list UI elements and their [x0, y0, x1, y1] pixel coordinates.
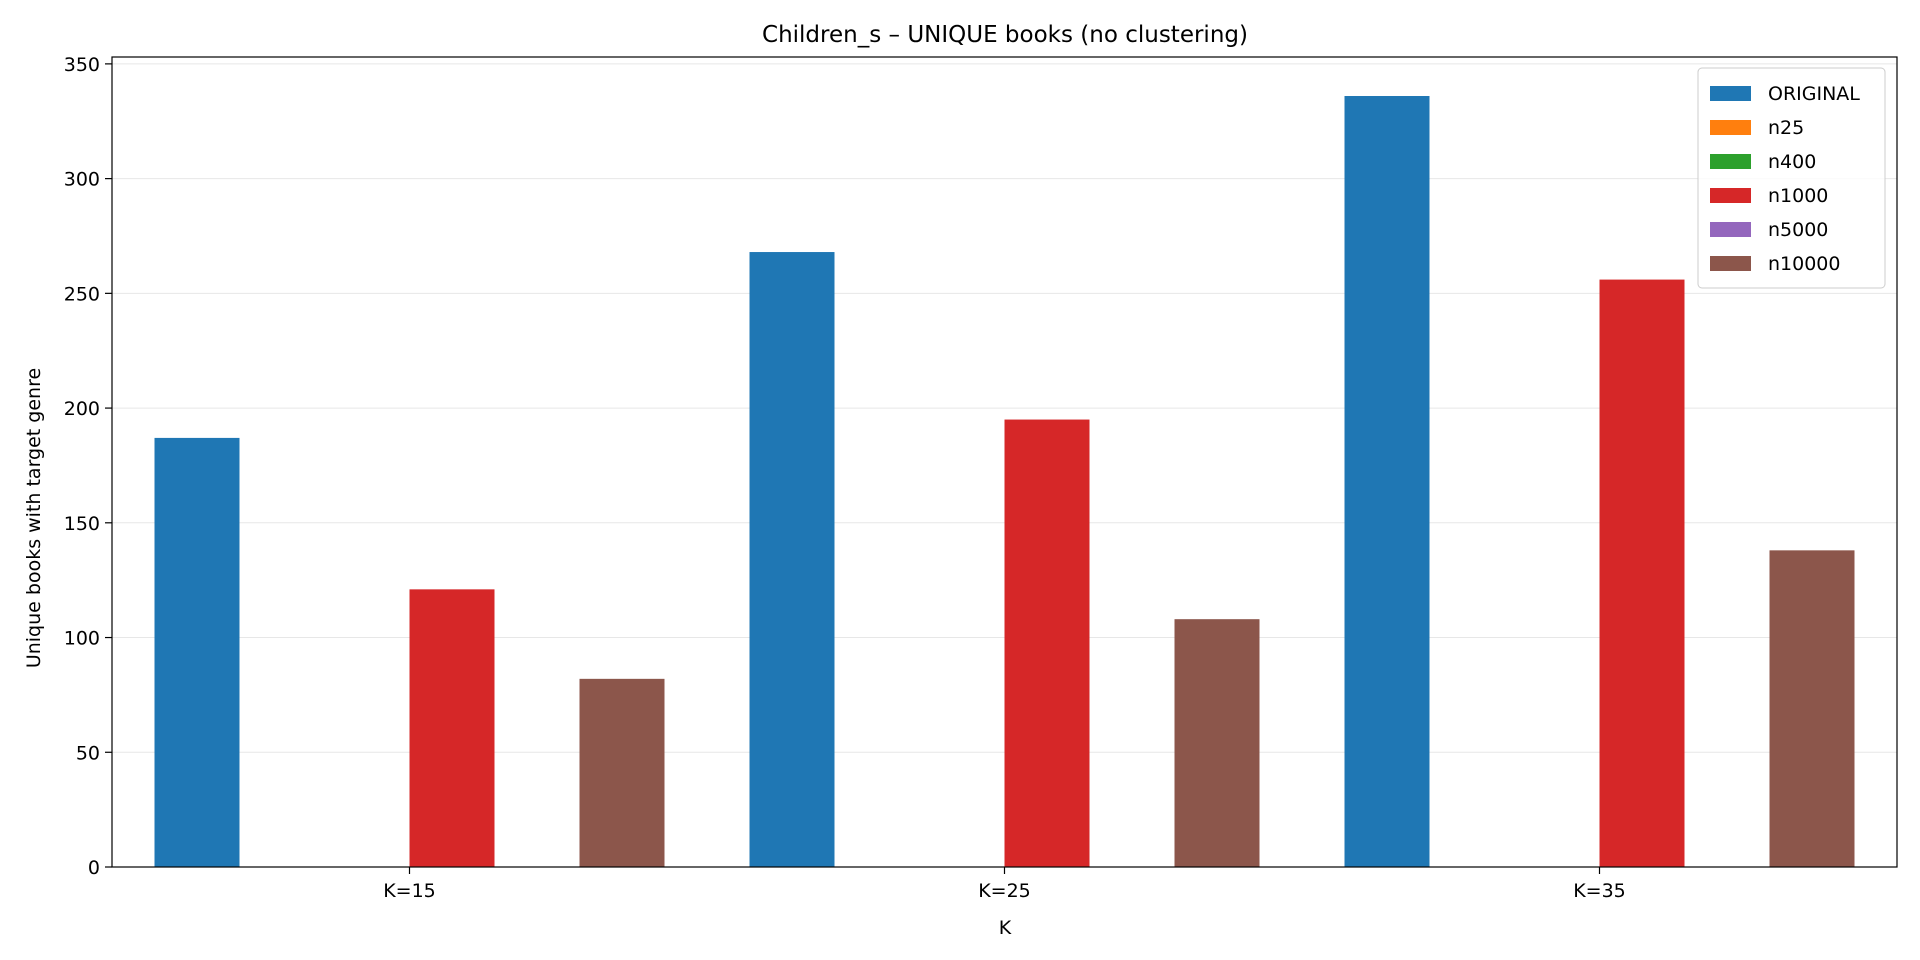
bar [579, 678, 665, 867]
legend-swatch [1710, 120, 1751, 135]
x-tick-label: K=25 [978, 880, 1031, 902]
legend-swatch [1710, 256, 1751, 271]
y-tick-label: 100 [64, 628, 100, 650]
legend-swatch [1710, 86, 1751, 101]
legend: ORIGINAL n25 n400 n1000 n5000 n10000 [1697, 67, 1886, 289]
bar [409, 589, 495, 867]
axes: 0 50 100 150 200 250 300 350 K=15 K=25 K=35 [64, 54, 1898, 902]
y-tick-label: 300 [64, 169, 100, 191]
x-axis-label: K [999, 917, 1012, 939]
legend-label: n10000 [1768, 253, 1840, 275]
x-tick-label: K=15 [383, 880, 436, 902]
legend-swatch [1710, 154, 1751, 169]
y-tick-label: 350 [64, 54, 100, 76]
legend-label: n400 [1768, 151, 1816, 173]
bar [1344, 96, 1430, 868]
legend-swatch [1710, 222, 1751, 237]
y-tick-label: 200 [64, 398, 100, 420]
bar [154, 437, 240, 867]
legend-label: n1000 [1768, 185, 1828, 207]
bar [1599, 279, 1685, 868]
legend-label: n5000 [1768, 219, 1828, 241]
bar [1174, 619, 1260, 867]
plot-frame [111, 56, 1898, 868]
x-tick-label: K=35 [1573, 880, 1626, 902]
bar [749, 252, 835, 868]
bar [1004, 419, 1090, 867]
chart-title: Children_s – UNIQUE books (no clustering… [762, 22, 1248, 48]
legend-swatch [1710, 188, 1751, 203]
legend-label: n25 [1768, 117, 1804, 139]
y-tick-label: 0 [88, 857, 100, 879]
y-axis-label: Unique books with target genre [23, 368, 45, 668]
y-tick-label: 150 [64, 513, 100, 535]
y-tick-label: 50 [76, 742, 100, 764]
bars [154, 96, 1855, 868]
y-tick-label: 250 [64, 283, 100, 305]
bar [1769, 550, 1855, 867]
legend-label: ORIGINAL [1768, 83, 1860, 105]
